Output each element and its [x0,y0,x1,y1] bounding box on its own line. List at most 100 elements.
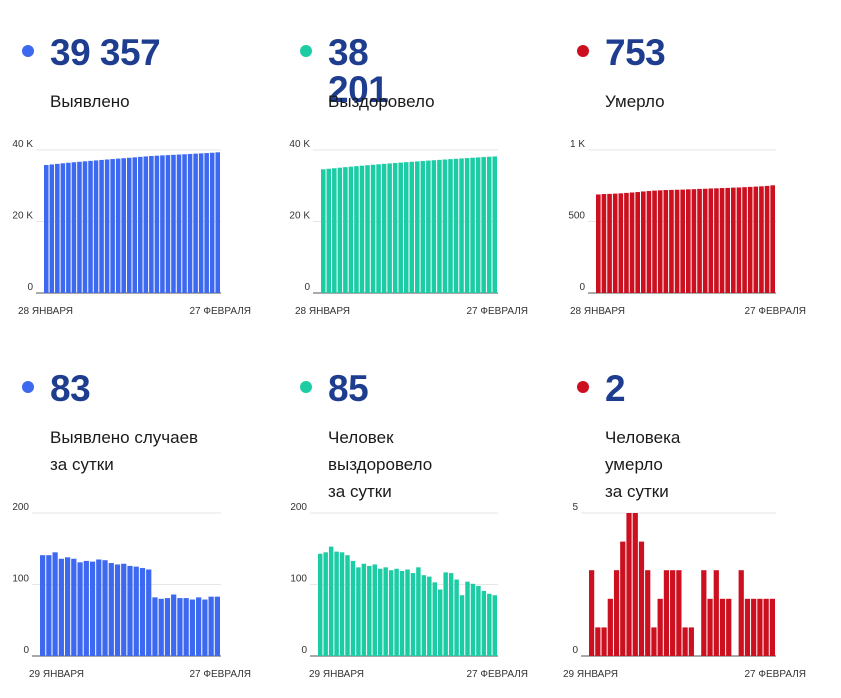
bar [607,193,612,293]
bar [133,566,139,656]
total-detected-label: Выявлено [50,88,130,115]
bar [595,627,601,656]
bar [183,598,189,656]
bar [164,598,171,656]
x-end-label: 27 ФЕВРАЛЯ [189,306,251,317]
bar [613,570,620,656]
y-tick-label: 500 [568,211,585,222]
bar [387,163,392,293]
bar [420,160,426,293]
bar [454,579,459,656]
bar [670,570,676,656]
y-tick-label: 40 K [289,139,310,150]
y-tick-label: 0 [301,645,307,656]
bar [459,158,464,293]
bar [126,157,132,293]
bar [632,513,638,656]
y-tick-label: 5 [572,502,578,513]
bar [77,562,83,656]
bar [403,162,409,293]
bar [663,570,670,656]
bar [339,552,345,656]
bar [470,157,475,293]
bar [453,158,459,293]
y-tick-label: 0 [27,282,33,293]
bar [476,585,481,656]
bar [464,158,470,293]
bar [421,575,427,656]
bar [77,161,82,293]
bar [620,541,626,656]
bar [202,599,208,656]
x-start-label: 28 ЯНВАРЯ [18,306,73,317]
daily-deaths-value: 2 [605,368,626,409]
bar [46,555,52,656]
bar [64,557,71,656]
bar [328,546,334,656]
bar [652,190,657,293]
bar [601,627,607,656]
label-line: Выявлено случаев [50,428,199,447]
bar [83,560,89,656]
x-start-label: 29 ЯНВАРЯ [309,669,364,680]
bar [475,157,481,293]
bar [431,160,437,293]
bar [392,163,398,293]
bar [60,163,66,293]
bar [89,561,96,656]
bar [71,558,77,656]
daily-detected-label: Выявлено случаев за сутки [50,424,198,478]
legend-dot [300,381,312,393]
bar [165,155,171,293]
bar [343,167,348,293]
bar [691,189,697,293]
bar [719,598,726,656]
bar [657,190,663,293]
bar [160,155,165,293]
bar [707,598,713,656]
bar [370,164,376,293]
bar [189,599,196,656]
bar [318,553,323,656]
bar [470,583,476,656]
bar [674,189,680,293]
bar [204,153,209,293]
bar [350,560,356,656]
bar [88,160,93,293]
bar [686,189,691,293]
bar [146,569,152,656]
bar [731,187,736,293]
label-line: за сутки [605,482,669,501]
bar [44,165,49,293]
bar [481,590,487,656]
bar [626,513,632,656]
bar [388,570,394,656]
daily-detected-value: 83 [50,368,91,409]
legend-dot [22,381,34,393]
y-tick-label: 20 K [12,211,33,222]
bar [601,194,607,293]
bar [607,598,613,656]
bar [102,560,108,656]
total-recovered-value: 38 201 [328,32,389,110]
bar [348,166,354,293]
bar [669,189,674,293]
bar [214,596,220,656]
bar [115,158,121,293]
bar [182,154,187,293]
total-deaths-value: 753 [605,32,666,73]
label-line: Выявлено [50,92,130,111]
total-deaths-label: Умерло [605,88,665,115]
bar [66,162,71,293]
bar [398,162,403,293]
bar [99,159,104,293]
bar [409,161,415,293]
bar [663,190,669,293]
bar [688,627,694,656]
legend-dot [300,45,312,57]
bar [52,552,58,656]
bar [127,565,133,656]
bar [589,570,595,656]
